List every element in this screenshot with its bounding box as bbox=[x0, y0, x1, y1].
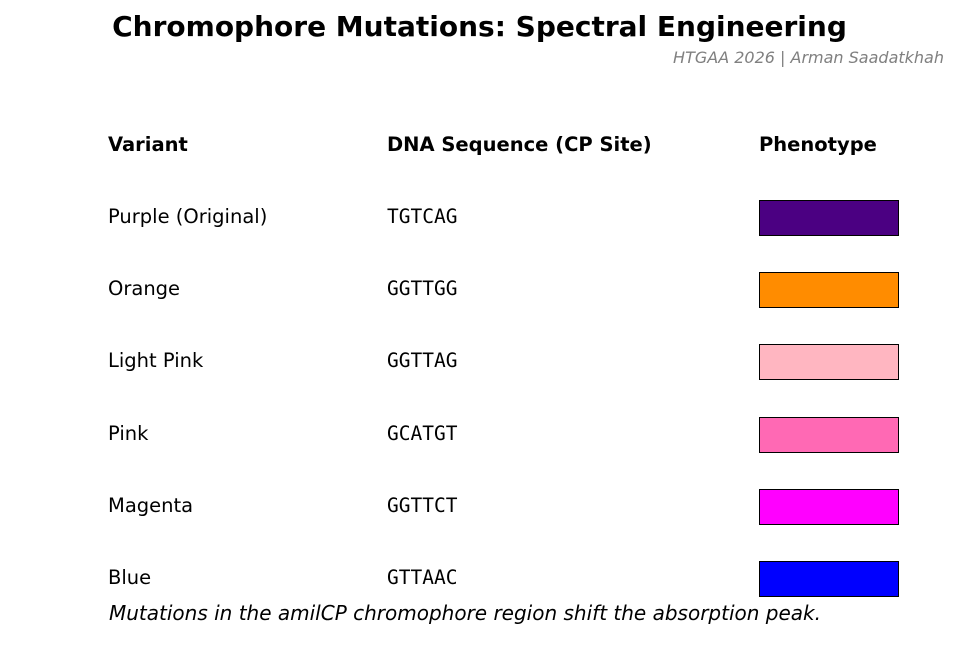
variant-label: Pink bbox=[108, 421, 149, 445]
dna-sequence: GTTAAC bbox=[387, 566, 458, 589]
variant-label: Magenta bbox=[108, 493, 194, 517]
chart-title: Chromophore Mutations: Spectral Engineer… bbox=[112, 10, 847, 43]
dna-sequence: GGTTCT bbox=[387, 493, 458, 517]
chart-subtitle: HTGAA 2026 | Arman Saadatkhah bbox=[673, 48, 944, 67]
variant-label: Blue bbox=[108, 566, 152, 589]
phenotype-swatch bbox=[759, 272, 899, 309]
dna-sequence: GGTTAG bbox=[387, 349, 458, 373]
variant-label: Orange bbox=[108, 277, 181, 301]
variant-label: Purple (Original) bbox=[108, 205, 268, 228]
phenotype-swatch bbox=[759, 416, 899, 453]
header-phenotype: Phenotype bbox=[759, 133, 877, 156]
dna-sequence: TGTCAG bbox=[387, 205, 458, 228]
phenotype-swatch bbox=[759, 344, 899, 381]
phenotype-swatch bbox=[759, 561, 899, 597]
variant-label: Light Pink bbox=[108, 349, 204, 373]
header-variant: Variant bbox=[108, 133, 188, 156]
dna-sequence: GCATGT bbox=[387, 421, 458, 445]
dna-sequence: GGTTGG bbox=[387, 277, 458, 301]
phenotype-swatch bbox=[759, 200, 899, 236]
phenotype-swatch bbox=[759, 488, 899, 525]
header-dna-sequence: DNA Sequence (CP Site) bbox=[387, 133, 652, 156]
chart-caption: Mutations in the amilCP chromophore regi… bbox=[109, 601, 821, 625]
